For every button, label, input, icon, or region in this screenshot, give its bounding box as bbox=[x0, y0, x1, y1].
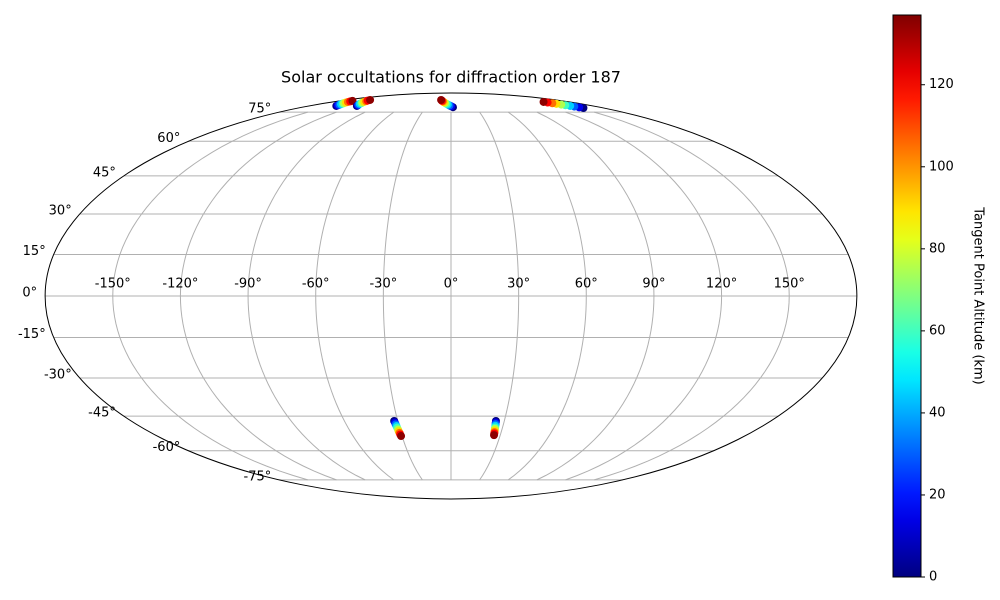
y-tick-label: 15° bbox=[23, 244, 46, 259]
y-tick-label: 60° bbox=[157, 131, 180, 146]
colorbar-tick-label: 20 bbox=[929, 487, 946, 502]
x-tick-label: -30° bbox=[369, 277, 397, 292]
y-tick-label: 75° bbox=[248, 102, 271, 117]
colorbar-tick-label: 0 bbox=[929, 570, 937, 585]
x-tick-label: 0° bbox=[444, 277, 459, 292]
grid-line bbox=[479, 111, 520, 481]
colorbar-tick-label: 40 bbox=[929, 405, 946, 420]
x-tick-label: 90° bbox=[642, 277, 665, 292]
point bbox=[539, 97, 548, 106]
grid-line bbox=[565, 111, 723, 481]
x-tick-label: 120° bbox=[706, 277, 737, 292]
x-tick-label: -150° bbox=[95, 277, 131, 292]
colorbar-tick-label: 80 bbox=[929, 241, 946, 256]
grid-line bbox=[247, 111, 366, 481]
x-tick-label: 30° bbox=[507, 277, 530, 292]
x-tick-label: 150° bbox=[774, 277, 805, 292]
map-boundary bbox=[44, 92, 858, 500]
colorbar-tick-label: 100 bbox=[929, 159, 954, 174]
point bbox=[490, 431, 499, 440]
point bbox=[397, 432, 406, 441]
point bbox=[366, 95, 375, 104]
y-tick-label: -75° bbox=[244, 469, 272, 484]
grid bbox=[45, 111, 857, 481]
x-tick-label: -90° bbox=[234, 277, 262, 292]
grid-line bbox=[507, 111, 587, 481]
colorbar-label: Tangent Point Altitude (km) bbox=[971, 206, 986, 384]
colorbar-tick-label: 60 bbox=[929, 323, 946, 338]
x-tick-label: 60° bbox=[575, 277, 598, 292]
y-tick-label: 0° bbox=[22, 286, 37, 301]
y-tick-label: -15° bbox=[18, 327, 46, 342]
grid-line bbox=[315, 111, 395, 481]
colorbar-tick-label: 120 bbox=[929, 77, 954, 92]
colorbar bbox=[892, 14, 922, 578]
grid-line bbox=[112, 111, 309, 481]
x-tick-label: -60° bbox=[302, 277, 330, 292]
y-tick-label: -60° bbox=[153, 440, 181, 455]
grid-line bbox=[593, 111, 790, 481]
x-tick-label: -120° bbox=[162, 277, 198, 292]
y-tick-label: 45° bbox=[93, 165, 116, 180]
grid-line bbox=[179, 111, 337, 481]
y-tick-label: -45° bbox=[88, 406, 116, 421]
chart-title: Solar occultations for diffraction order… bbox=[281, 68, 621, 87]
y-tick-label: -30° bbox=[44, 367, 72, 382]
y-tick-label: 30° bbox=[49, 204, 72, 219]
point bbox=[437, 95, 446, 104]
grid-line bbox=[536, 111, 655, 481]
